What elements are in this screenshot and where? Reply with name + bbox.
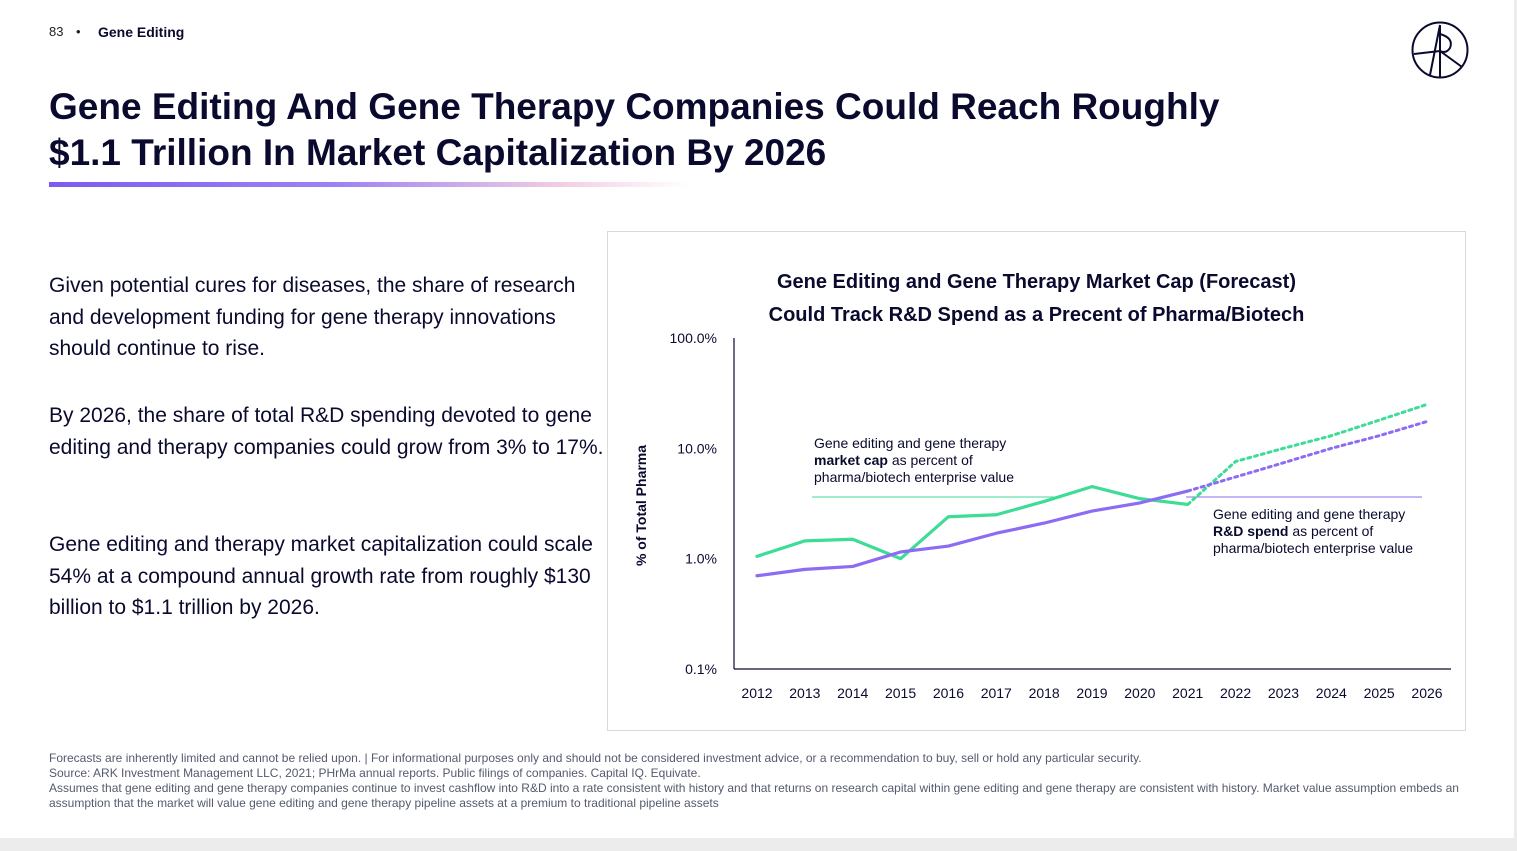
rd_spend-line-forecast [1186,420,1429,493]
rd-spend-annotation: Gene editing and gene therapy R&D spend a… [1213,506,1413,556]
footnote-source: Source: ARK Investment Management LLC, 2… [49,766,701,780]
footnotes: Forecasts are inherently limited and can… [49,751,1469,811]
title-line-1: Gene Editing And Gene Therapy Companies … [49,86,1220,127]
x-tick-label: 2014 [837,685,868,701]
x-tick-label: 2025 [1364,685,1395,701]
x-tick-label: 2026 [1411,685,1442,701]
y-tick-label: 10.0% [677,440,717,456]
x-tick-label: 2024 [1316,685,1347,701]
header-separator: • [76,24,81,39]
chart-plot: 100.0% 10.0% 1.0% 0.1% % of Total Pharma 2012… [633,330,1451,701]
x-tick-label: 2018 [1029,685,1060,701]
x-tick-label: 2012 [741,685,772,701]
page-number: 83 [49,24,64,39]
rd_spend-line-actual [755,489,1190,578]
title-underline [49,182,689,187]
x-tick-label: 2022 [1220,685,1251,701]
y-tick-label: 0.1% [685,661,717,677]
title-line-2: $1.1 Trillion In Market Capitalization B… [49,132,827,173]
page-title: Gene Editing And Gene Therapy Companies … [49,84,1309,176]
market-cap-annotation: Gene editing and gene therapy market cap … [814,435,1014,485]
body-paragraph-3: Gene editing and therapy market capitali… [49,533,593,619]
x-tick-label: 2021 [1172,685,1203,701]
body-paragraph-2: By 2026, the share of total R&D spending… [49,404,604,459]
x-tick-label: 2015 [885,685,916,701]
y-axis-title: % of Total Pharma [633,445,649,566]
x-tick-label: 2016 [933,685,964,701]
ark-logo-icon [1411,21,1469,79]
section-label: Gene Editing [98,24,185,40]
x-tick-label: 2023 [1268,685,1299,701]
x-tick-label: 2017 [981,685,1012,701]
market_cap-line-forecast [1186,402,1429,506]
x-tick-label: 2019 [1076,685,1107,701]
chart-panel: Gene Editing and Gene Therapy Market Cap… [607,231,1466,731]
body-paragraph-1: Given potential cures for diseases, the … [49,274,576,360]
footnote-disclaimer: Forecasts are inherently limited and can… [49,751,1142,765]
chart-title-line-1: Gene Editing and Gene Therapy Market Cap… [776,271,1296,293]
x-tick-label: 2020 [1124,685,1155,701]
y-tick-label: 1.0% [685,551,717,567]
chart-title-line-2: Could Track R&D Spend as a Precent of Ph… [768,304,1305,326]
footnote-assumptions: Assumes that gene editing and gene thera… [49,781,1459,810]
market_cap-line-actual [755,484,1190,561]
y-tick-label: 100.0% [670,330,717,346]
x-tick-label: 2013 [789,685,820,701]
chart-title: Gene Editing and Gene Therapy Market Cap… [608,266,1465,332]
